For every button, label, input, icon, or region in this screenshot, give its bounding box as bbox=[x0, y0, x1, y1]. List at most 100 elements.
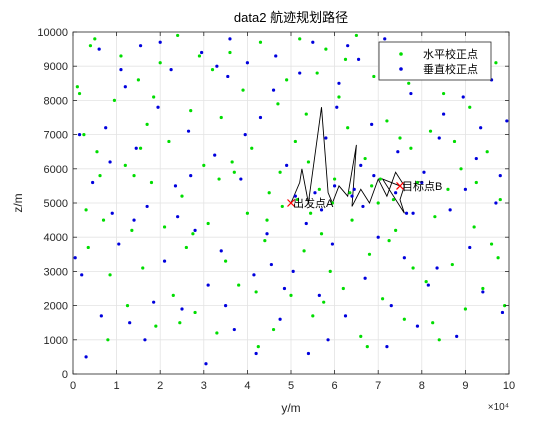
horizontal-correction-point bbox=[162, 225, 167, 229]
vertical-correction-point bbox=[319, 208, 324, 212]
horizontal-correction-point bbox=[289, 293, 293, 297]
horizontal-correction-point bbox=[86, 245, 90, 250]
horizontal-correction-point bbox=[171, 293, 175, 297]
horizontal-correction-point bbox=[378, 177, 382, 181]
horizontal-correction-point bbox=[271, 327, 276, 332]
vertical-correction-point bbox=[193, 228, 197, 232]
horizontal-correction-point bbox=[149, 180, 154, 185]
horizontal-correction-point bbox=[402, 317, 406, 321]
horizontal-correction-point bbox=[136, 78, 140, 82]
vertical-correction-point bbox=[389, 304, 393, 308]
horizontal-correction-point bbox=[391, 197, 396, 202]
horizontal-correction-point bbox=[145, 122, 149, 126]
vertical-correction-point bbox=[245, 61, 249, 65]
points-layer bbox=[73, 33, 509, 366]
horizontal-correction-point bbox=[184, 245, 188, 250]
vertical-correction-point bbox=[138, 44, 143, 48]
legend-box bbox=[378, 41, 492, 81]
horizontal-correction-point bbox=[306, 160, 311, 164]
vertical-correction-point bbox=[411, 211, 415, 215]
y-tick-label: 0 bbox=[62, 369, 68, 381]
horizontal-correction-point bbox=[298, 37, 302, 41]
vertical-correction-point bbox=[404, 211, 409, 215]
horizontal-correction-point bbox=[193, 310, 197, 315]
chart-title: data2 航迹规划路径 bbox=[234, 10, 348, 25]
horizontal-correction-point bbox=[206, 221, 210, 226]
vertical-correction-point bbox=[376, 235, 380, 239]
horizontal-correction-point bbox=[197, 54, 202, 58]
horizontal-correction-point bbox=[333, 177, 337, 181]
vertical-correction-point bbox=[117, 242, 121, 246]
horizontal-correction-point bbox=[370, 184, 374, 188]
end-marker-stroke bbox=[396, 181, 404, 190]
x-tick-label: 7 bbox=[375, 380, 381, 392]
vertical-correction-point bbox=[156, 105, 160, 109]
vertical-correction-point bbox=[73, 256, 77, 260]
vertical-correction-point bbox=[363, 276, 367, 280]
vertical-correction-point bbox=[206, 283, 210, 287]
x-axis-label: y/m bbox=[281, 401, 300, 415]
vertical-correction-point bbox=[252, 273, 256, 277]
vertical-correction-point bbox=[291, 269, 295, 273]
horizontal-correction-point bbox=[387, 239, 391, 243]
horizontal-correction-point bbox=[158, 61, 162, 65]
vertical-correction-point bbox=[104, 126, 108, 130]
vertical-correction-point bbox=[505, 119, 509, 123]
horizontal-correction-point bbox=[411, 266, 415, 270]
horizontal-correction-point bbox=[224, 259, 228, 263]
horizontal-correction-point bbox=[95, 150, 99, 154]
vertical-correction-point bbox=[422, 170, 426, 174]
vertical-correction-point bbox=[152, 300, 156, 304]
horizontal-correction-point bbox=[424, 280, 428, 284]
horizontal-correction-point bbox=[245, 211, 249, 215]
horizontal-correction-point bbox=[75, 85, 79, 89]
vertical-correction-point bbox=[200, 50, 204, 55]
vertical-correction-point bbox=[224, 304, 228, 308]
vertical-correction-point bbox=[282, 286, 287, 291]
horizontal-correction-point bbox=[324, 47, 328, 51]
vertical-correction-point bbox=[479, 126, 483, 130]
horizontal-correction-point bbox=[409, 146, 413, 150]
horizontal-correction-point bbox=[398, 136, 402, 140]
x-axis-exponent: ×10⁴ bbox=[488, 402, 509, 413]
vertical-correction-point bbox=[134, 146, 138, 150]
horizontal-correction-point bbox=[474, 180, 478, 185]
vertical-correction-point bbox=[448, 208, 452, 212]
horizontal-correction-point bbox=[178, 321, 182, 325]
x-tick-label: 8 bbox=[419, 380, 425, 392]
horizontal-correction-point bbox=[365, 345, 369, 349]
vertical-correction-point bbox=[385, 345, 389, 349]
vertical-correction-point bbox=[99, 314, 103, 318]
vertical-correction-point bbox=[145, 204, 149, 209]
horizontal-correction-point bbox=[463, 307, 467, 311]
horizontal-correction-point bbox=[328, 269, 332, 273]
horizontal-correction-point bbox=[433, 215, 437, 219]
horizontal-correction-point bbox=[330, 201, 335, 205]
horizontal-correction-point bbox=[472, 225, 476, 229]
horizontal-correction-point bbox=[228, 50, 232, 55]
vertical-correction-point bbox=[481, 290, 485, 294]
horizontal-correction-point bbox=[442, 91, 446, 96]
horizontal-correction-point bbox=[354, 33, 358, 38]
horizontal-correction-point bbox=[125, 304, 130, 308]
horizontal-correction-point bbox=[106, 338, 110, 342]
vertical-correction-point bbox=[442, 112, 446, 116]
horizontal-correction-point bbox=[450, 262, 454, 267]
markers-layer: 出发点A 目标点B bbox=[287, 179, 442, 210]
horizontal-correction-point bbox=[380, 297, 385, 301]
vertical-correction-point bbox=[352, 187, 356, 191]
vertical-correction-point bbox=[143, 338, 147, 342]
vertical-correction-point bbox=[274, 54, 278, 58]
horizontal-correction-point bbox=[350, 218, 354, 222]
y-tick-label: 1000 bbox=[44, 335, 68, 347]
horizontal-correction-point bbox=[280, 204, 284, 209]
vertical-correction-point bbox=[498, 174, 502, 178]
vertical-correction-point bbox=[173, 184, 178, 188]
vertical-correction-point bbox=[204, 362, 208, 366]
vertical-correction-point bbox=[186, 129, 191, 133]
horizontal-correction-point bbox=[278, 170, 282, 174]
horizontal-correction-point bbox=[230, 160, 234, 164]
horizontal-correction-point bbox=[191, 232, 195, 236]
